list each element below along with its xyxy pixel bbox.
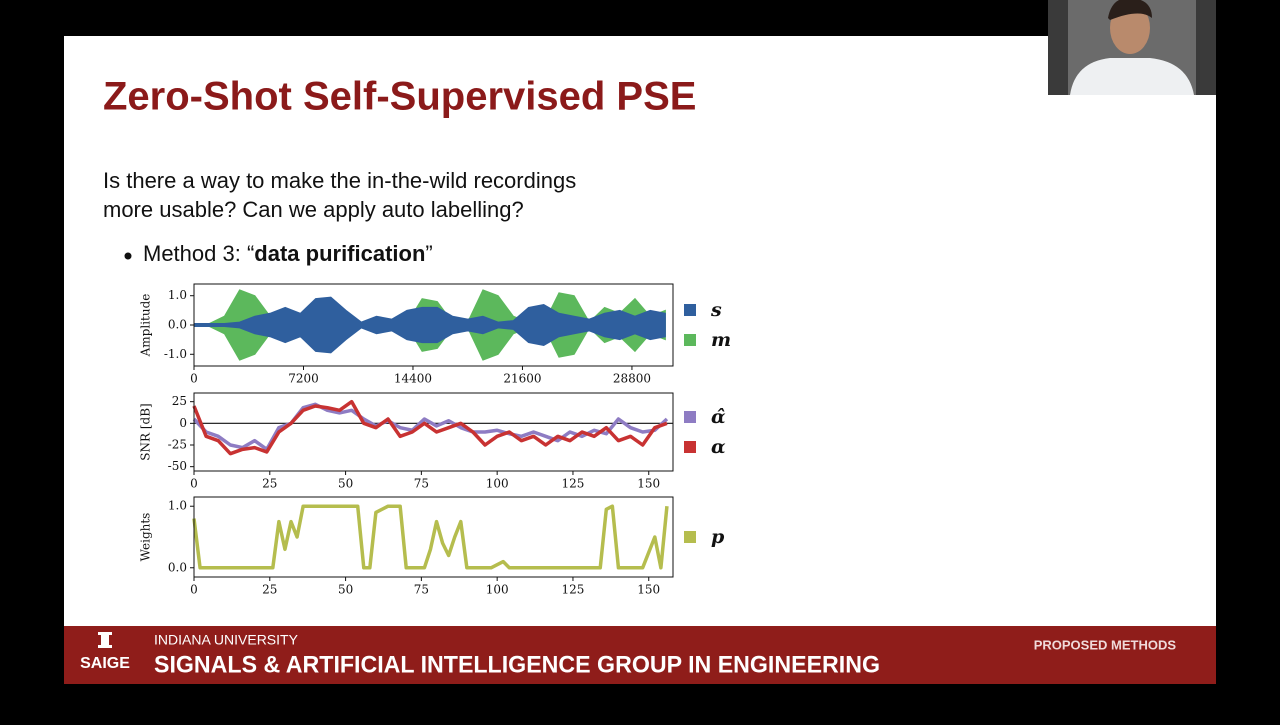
x-tick-label: 150 xyxy=(637,477,660,491)
chart: SNR [dB] -50 -25 0 25 0 25 50 75 100 125 150 α̂ α xyxy=(139,392,726,491)
webcam-hair xyxy=(1108,0,1152,20)
x-tick-label: 100 xyxy=(486,583,509,597)
legend-label: p xyxy=(711,526,725,548)
y-axis-label: Weights xyxy=(139,513,153,562)
footer-band xyxy=(64,626,1216,684)
legend-label: α̂ xyxy=(711,406,726,428)
x-tick-label: 75 xyxy=(414,583,429,597)
y-tick-label: 0.0 xyxy=(168,318,187,332)
plot-frame xyxy=(193,496,674,578)
y-axis-label: SNR [dB] xyxy=(139,403,153,460)
y-tick-label: -50 xyxy=(168,459,187,473)
y-axis-label: Amplitude xyxy=(139,294,153,358)
x-tick-label: 125 xyxy=(562,477,585,491)
legend-swatch xyxy=(684,304,696,316)
legend-swatch xyxy=(684,441,696,453)
bullet-prefix: Method 3: “ xyxy=(143,241,254,266)
x-tick-label: 50 xyxy=(338,477,353,491)
series-line xyxy=(192,399,668,456)
plot-frame xyxy=(193,283,674,367)
x-tick-label: 14400 xyxy=(394,372,432,386)
bullet-suffix: ” xyxy=(425,241,432,266)
x-tick-label: 0 xyxy=(190,477,198,491)
x-tick-label: 150 xyxy=(637,583,660,597)
footer-section: PROPOSED METHODS xyxy=(1034,637,1177,652)
bullet-bold: data purification xyxy=(254,241,425,266)
legend-swatch xyxy=(684,411,696,423)
x-tick-label: 25 xyxy=(262,583,277,597)
footer-logo: SAIGE xyxy=(80,655,130,672)
y-tick-label: 1.0 xyxy=(168,499,187,513)
webcam xyxy=(1048,0,1216,95)
text-line: Is there a way to make the in-the-wild r… xyxy=(103,168,576,193)
series-line xyxy=(192,504,669,570)
legend-label: s xyxy=(710,299,722,321)
text-line: more usable? Can we apply auto labelling… xyxy=(103,197,524,222)
bullet-dot xyxy=(124,252,132,260)
y-tick-label: -25 xyxy=(168,438,187,452)
x-tick-label: 50 xyxy=(338,583,353,597)
bullet-text: Method 3: “data purification” xyxy=(143,241,433,266)
x-tick-label: 100 xyxy=(486,477,509,491)
legend-label: α xyxy=(711,436,726,458)
x-tick-label: 7200 xyxy=(288,372,319,386)
y-tick-label: 0.0 xyxy=(168,560,187,574)
chart: Amplitude -1.0 0.0 1.0 0 7200 14400 21600 28800 s… xyxy=(139,283,731,386)
iu-logo xyxy=(98,632,112,648)
x-tick-label: 75 xyxy=(414,477,429,491)
waveform xyxy=(193,296,666,354)
x-tick-label: 28800 xyxy=(613,372,651,386)
x-tick-label: 25 xyxy=(262,477,277,491)
slide xyxy=(64,36,1216,684)
chart: Weights 0.0 1.0 0 25 50 75 100 125 150 p xyxy=(139,496,725,597)
y-tick-label: 0 xyxy=(179,416,187,430)
webcam-person xyxy=(1070,58,1194,95)
y-tick-label: 25 xyxy=(172,394,187,408)
x-tick-label: 0 xyxy=(190,372,198,386)
y-tick-label: 1.0 xyxy=(168,288,187,302)
legend-label: m xyxy=(711,329,731,351)
x-tick-label: 125 xyxy=(562,583,585,597)
footer-university: INDIANA UNIVERSITY xyxy=(154,632,299,648)
x-tick-label: 0 xyxy=(190,583,198,597)
legend-swatch xyxy=(684,531,696,543)
footer-group: SIGNALS & ARTIFICIAL INTELLIGENCE GROUP … xyxy=(154,651,880,678)
legend-swatch xyxy=(684,334,696,346)
x-tick-label: 21600 xyxy=(503,372,541,386)
plot-frame xyxy=(193,392,674,472)
charts: Amplitude -1.00.01.00 7200 14400 21600 28800s… xyxy=(139,283,731,597)
y-tick-label: -1.0 xyxy=(164,347,187,361)
slide-title: Zero-Shot Self-Supervised PSE xyxy=(103,75,696,119)
